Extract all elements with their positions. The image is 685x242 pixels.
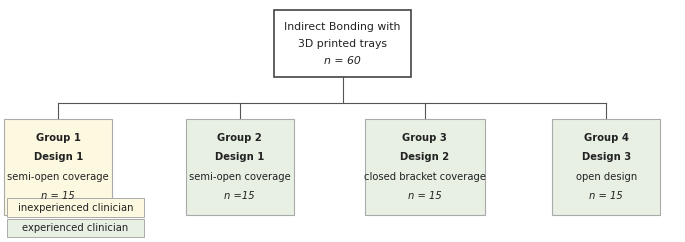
FancyBboxPatch shape bbox=[4, 119, 112, 215]
FancyBboxPatch shape bbox=[186, 119, 294, 215]
Text: inexperienced clinician: inexperienced clinician bbox=[18, 203, 133, 212]
Text: n = 15: n = 15 bbox=[589, 191, 623, 201]
Text: Design 1: Design 1 bbox=[34, 152, 83, 162]
FancyBboxPatch shape bbox=[7, 198, 144, 217]
Text: n =15: n =15 bbox=[225, 191, 255, 201]
Text: Group 4: Group 4 bbox=[584, 133, 629, 143]
Text: Indirect Bonding with: Indirect Bonding with bbox=[284, 22, 401, 32]
Text: closed bracket coverage: closed bracket coverage bbox=[364, 172, 486, 182]
Text: Group 1: Group 1 bbox=[36, 133, 81, 143]
Text: semi-open coverage: semi-open coverage bbox=[189, 172, 290, 182]
Text: Design 3: Design 3 bbox=[582, 152, 631, 162]
FancyBboxPatch shape bbox=[274, 10, 411, 77]
Text: n = 15: n = 15 bbox=[41, 191, 75, 201]
Text: n = 60: n = 60 bbox=[324, 55, 361, 66]
Text: Design 1: Design 1 bbox=[215, 152, 264, 162]
Text: n = 15: n = 15 bbox=[408, 191, 442, 201]
FancyBboxPatch shape bbox=[364, 119, 484, 215]
Text: open design: open design bbox=[575, 172, 637, 182]
FancyBboxPatch shape bbox=[7, 219, 144, 237]
Text: Group 3: Group 3 bbox=[402, 133, 447, 143]
Text: Design 2: Design 2 bbox=[400, 152, 449, 162]
Text: experienced clinician: experienced clinician bbox=[22, 223, 129, 233]
FancyBboxPatch shape bbox=[552, 119, 660, 215]
Text: 3D printed trays: 3D printed trays bbox=[298, 38, 387, 49]
Text: Group 2: Group 2 bbox=[217, 133, 262, 143]
Text: semi-open coverage: semi-open coverage bbox=[8, 172, 109, 182]
